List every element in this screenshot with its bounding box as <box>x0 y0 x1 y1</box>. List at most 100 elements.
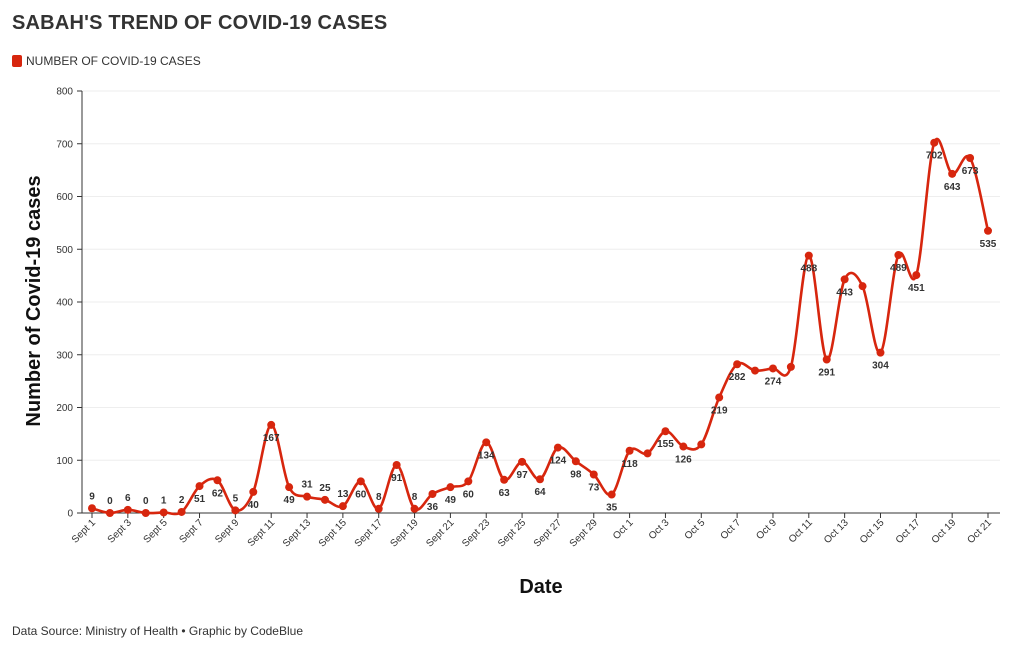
x-axis-ticks: Sept 1 Sept 3 Sept 5 Sept 7 Sept 9 Sept 11 Sep… <box>70 513 995 550</box>
data-label: 60 <box>463 489 475 500</box>
x-tick-label: Sept 13 <box>281 517 313 549</box>
data-point <box>912 271 921 280</box>
data-label: 291 <box>818 367 835 378</box>
x-tick-label: Oct 15 <box>858 517 887 546</box>
data-point <box>661 427 670 436</box>
y-tick-label: 200 <box>56 403 73 414</box>
x-tick-label: Sept 11 <box>246 517 278 549</box>
data-point <box>697 440 706 449</box>
x-tick-label: Sept 15 <box>317 517 349 549</box>
data-point <box>553 443 562 452</box>
data-label: 488 <box>800 264 817 275</box>
data-label: 98 <box>570 469 582 480</box>
data-point <box>966 153 975 162</box>
y-tick-label: 700 <box>56 139 73 150</box>
data-point <box>948 169 957 178</box>
data-point <box>536 475 544 484</box>
y-tick-label: 400 <box>56 298 73 309</box>
x-tick-label: Sept 5 <box>142 517 171 546</box>
data-point <box>804 251 813 260</box>
data-point <box>428 490 437 499</box>
y-tick-label: 600 <box>56 192 73 203</box>
x-tick-label: Oct 17 <box>894 517 923 546</box>
data-point <box>392 460 401 469</box>
x-tick-label: Sept 21 <box>424 517 456 549</box>
y-tick-label: 0 <box>67 509 73 520</box>
data-point <box>213 476 222 485</box>
x-tick-label: Oct 21 <box>966 517 995 546</box>
data-point <box>249 487 258 496</box>
data-point <box>285 483 294 492</box>
legend-swatch-icon <box>12 55 22 67</box>
gridlines <box>82 90 1000 461</box>
x-tick-label: Sept 17 <box>353 517 385 549</box>
data-label: 167 <box>263 433 280 444</box>
data-label: 40 <box>248 500 260 511</box>
y-tick-label: 500 <box>56 245 73 256</box>
legend-label: NUMBER OF COVID-19 CASES <box>26 54 201 68</box>
data-label: 643 <box>944 182 961 193</box>
data-point <box>876 348 885 357</box>
data-label: 8 <box>376 492 382 503</box>
data-label: 60 <box>355 489 367 500</box>
data-label: 443 <box>836 287 853 298</box>
data-point <box>195 482 204 491</box>
data-point <box>679 442 688 451</box>
data-point <box>356 477 365 486</box>
data-label: 702 <box>926 151 943 162</box>
data-label: 63 <box>499 488 511 499</box>
data-point <box>482 438 491 447</box>
data-label: 35 <box>606 503 618 514</box>
x-tick-label: Oct 5 <box>683 517 708 542</box>
data-point <box>786 362 795 371</box>
x-tick-label: Sept 9 <box>213 517 242 546</box>
data-point <box>715 393 724 402</box>
data-label: 126 <box>675 455 692 466</box>
data-label: 0 <box>143 496 149 507</box>
x-tick-label: Sept 19 <box>389 517 421 549</box>
data-point <box>338 502 347 511</box>
data-point <box>894 251 903 260</box>
data-label: 6 <box>125 493 131 504</box>
data-label: 64 <box>534 487 546 498</box>
data-label: 282 <box>729 372 746 383</box>
data-point <box>88 504 96 513</box>
data-label: 91 <box>391 473 403 484</box>
x-tick-label: Sept 23 <box>460 517 492 549</box>
data-label: 73 <box>588 482 600 493</box>
data-label: 118 <box>622 459 639 470</box>
y-axis-ticks: 0 100 200 300 400 500 600 700 800 <box>56 87 82 520</box>
data-point <box>464 477 473 486</box>
x-axis-title: Date <box>519 576 562 598</box>
data-point <box>571 457 580 466</box>
data-point <box>105 509 114 517</box>
x-tick-label: Oct 3 <box>647 517 672 542</box>
data-label: 451 <box>908 283 925 294</box>
data-label: 62 <box>212 488 224 499</box>
series-line <box>90 137 990 516</box>
data-label: 489 <box>890 263 907 274</box>
data-point <box>410 504 419 513</box>
data-label: 134 <box>478 450 495 461</box>
data-point <box>625 446 634 455</box>
data-point <box>374 504 383 513</box>
data-point <box>303 492 312 501</box>
x-tick-label: Sept 7 <box>177 517 206 546</box>
data-point <box>751 366 760 375</box>
data-label: 1 <box>161 495 167 506</box>
legend[interactable]: NUMBER OF COVID-19 CASES <box>12 54 201 68</box>
y-axis-title: Number of Covid-19 cases <box>23 175 45 426</box>
data-point <box>984 226 992 235</box>
data-point <box>177 507 186 516</box>
x-tick-label: Oct 7 <box>719 517 744 542</box>
data-label: 274 <box>765 376 782 387</box>
data-label: 49 <box>445 495 457 506</box>
data-point <box>607 490 616 499</box>
data-point <box>518 457 527 466</box>
x-tick-label: Oct 11 <box>787 517 815 545</box>
data-point <box>768 364 777 373</box>
data-label: 8 <box>412 492 418 503</box>
data-label: 124 <box>550 456 567 467</box>
x-tick-label: Sept 27 <box>532 517 564 549</box>
